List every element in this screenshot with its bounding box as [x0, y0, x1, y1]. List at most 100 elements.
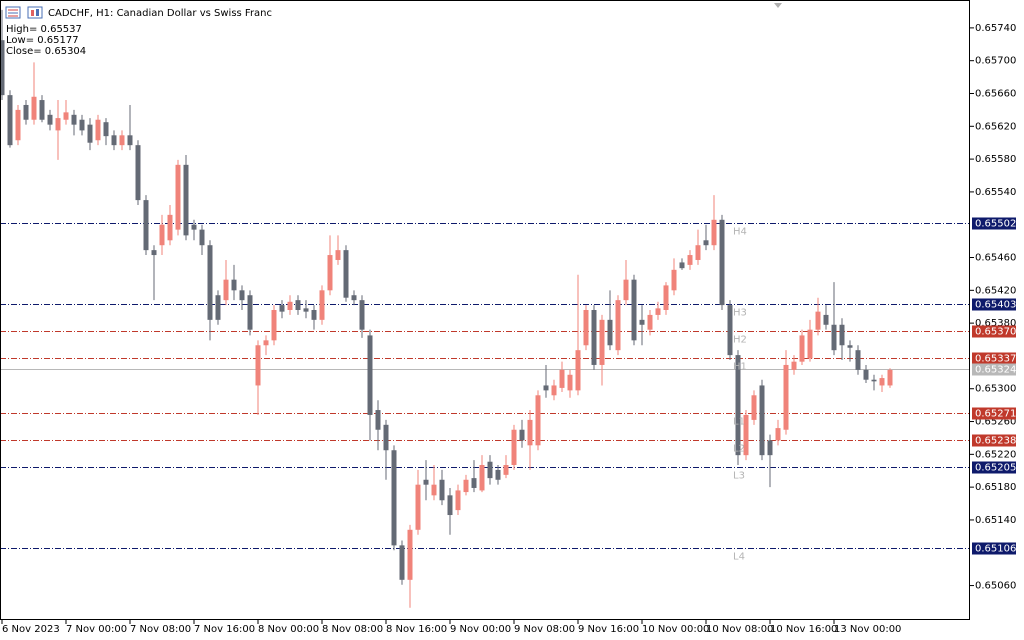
candle-body	[327, 255, 333, 291]
level-label: 0.65370	[975, 327, 1016, 338]
candle-body	[63, 112, 69, 120]
x-tick-label: 7 Nov 16:00	[194, 624, 255, 635]
candle-body	[391, 450, 397, 546]
candle-body	[343, 250, 349, 298]
candle-body	[15, 109, 21, 141]
candle-body	[727, 305, 733, 356]
y-tick-label: 0.65060	[975, 581, 1016, 592]
candle-body	[167, 214, 173, 241]
candle-body	[663, 285, 669, 310]
level-name: L2	[733, 444, 745, 455]
candle-body	[887, 369, 893, 386]
x-tick-label: 10 Nov 08:00	[706, 624, 773, 635]
y-tick-label: 0.65140	[975, 515, 1016, 526]
candle-body	[679, 262, 685, 269]
level-label: 0.65502	[975, 219, 1016, 230]
candle-body	[775, 428, 781, 441]
scroll-marker	[774, 3, 782, 8]
candle-body	[0, 40, 5, 96]
y-tick-label: 0.65620	[975, 121, 1016, 132]
level-box	[972, 461, 1016, 474]
level-box	[972, 217, 1016, 230]
level-box	[972, 363, 1016, 376]
candle-body	[759, 385, 765, 456]
level-label: 0.65403	[975, 300, 1016, 311]
candle-body	[351, 295, 357, 301]
candle-body	[815, 311, 821, 330]
candle-body	[839, 324, 845, 346]
y-tick-label: 0.65540	[975, 187, 1016, 198]
candle-body	[367, 335, 373, 415]
level-box	[972, 325, 1016, 338]
candle-body	[319, 290, 325, 320]
icon	[27, 6, 43, 19]
y-tick-label: 0.65460	[975, 253, 1016, 264]
y-tick-label: 0.65260	[975, 417, 1016, 428]
x-tick-label: 8 Nov 00:00	[258, 624, 319, 635]
x-tick-label: 10 Nov 00:00	[642, 624, 709, 635]
candle-body	[855, 350, 861, 370]
x-tick-label: 9 Nov 08:00	[514, 624, 575, 635]
y-tick-label: 0.65700	[975, 56, 1016, 67]
candle-body	[567, 374, 573, 391]
candle-body	[127, 135, 133, 146]
candle-body	[599, 319, 605, 365]
candle-body	[447, 495, 453, 516]
candle-body	[79, 119, 85, 131]
level-name: H3	[733, 308, 747, 319]
candle-body	[711, 219, 717, 246]
candle-body	[255, 345, 261, 386]
candle-body	[143, 200, 149, 251]
level-label: 0.65271	[975, 409, 1016, 420]
x-tick-label: 7 Nov 08:00	[130, 624, 191, 635]
x-tick-label: 7 Nov 00:00	[66, 624, 127, 635]
candle-body	[863, 369, 869, 380]
candle-body	[791, 361, 797, 370]
x-tick-label: 6 Nov 2023	[2, 624, 60, 635]
candle-body	[847, 345, 853, 348]
candle-body	[375, 410, 381, 430]
candle-body	[639, 319, 645, 325]
candle-body	[623, 279, 629, 301]
candle-body	[119, 135, 125, 146]
level-box	[972, 298, 1016, 311]
candle-body	[191, 224, 197, 230]
candle-body	[655, 308, 661, 315]
y-tick-label: 0.65740	[975, 23, 1016, 34]
candle-body	[767, 440, 773, 456]
candle-body	[263, 340, 269, 346]
candle-body	[399, 545, 405, 580]
candle-body	[687, 255, 693, 265]
candle-body	[871, 379, 877, 382]
icon	[31, 10, 34, 16]
candle-body	[23, 104, 29, 120]
candle-body	[31, 96, 37, 120]
candle-body	[55, 118, 61, 131]
candle-body	[423, 479, 429, 485]
candle-body	[39, 100, 45, 120]
candle-body	[455, 490, 461, 511]
candle-body	[583, 310, 589, 346]
candle-body	[223, 279, 229, 301]
candle-body	[543, 385, 549, 391]
candle-body	[503, 465, 509, 475]
y-tick-label: 0.65220	[975, 449, 1016, 460]
candle-body	[535, 395, 541, 446]
candle-body	[295, 300, 301, 310]
candle-body	[87, 124, 93, 143]
candle-body	[311, 310, 317, 320]
candle-body	[511, 429, 517, 465]
candle-body	[431, 484, 437, 496]
candle-body	[519, 429, 525, 441]
info-line: Low= 0.65177	[6, 35, 79, 46]
level-box	[972, 434, 1016, 447]
x-tick-label: 10 Nov 16:00	[770, 624, 837, 635]
candle-body	[111, 135, 117, 146]
x-tick-label: 9 Nov 16:00	[578, 624, 639, 635]
candle-body	[799, 335, 805, 362]
plot-frame	[0, 0, 970, 620]
x-tick-label: 13 Nov 00:00	[834, 624, 901, 635]
info-line: High= 0.65537	[6, 24, 82, 35]
